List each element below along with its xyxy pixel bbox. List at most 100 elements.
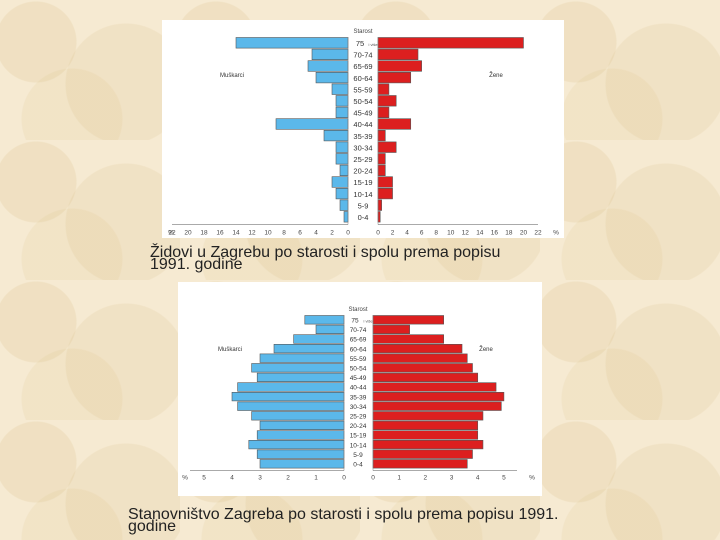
x-tick-right-12: %	[553, 230, 559, 237]
bar-male-20-24	[339, 164, 349, 177]
bar-male-45-49	[335, 106, 349, 118]
x-tick-right-7: 14	[476, 230, 484, 237]
bar-female-70-74	[372, 324, 410, 334]
bar-female-50-54	[377, 95, 397, 107]
x-tick-left-10: 4	[314, 230, 318, 237]
bar-female-15-19	[377, 176, 393, 188]
age-label-8: 35-39	[350, 394, 367, 401]
age-axis-title: Starost	[353, 29, 372, 35]
bar-male-35-39	[231, 392, 345, 402]
age-label-2: 65-69	[353, 62, 372, 71]
bar-female-40-44	[372, 382, 497, 392]
bar-male-60-64	[315, 71, 349, 84]
pyramid-chart-jews: Starost 75 i više 70-74 65-69 60-64 55-59 50-54…	[168, 29, 559, 237]
bar-female-35-39	[377, 130, 386, 142]
bar-female-70-74	[377, 48, 419, 61]
bar-female-20-24	[377, 164, 386, 177]
age-label-4: 55-59	[350, 356, 367, 363]
bar-female-60-64	[377, 71, 412, 84]
x-tick-left-3: 18	[200, 230, 208, 237]
x-tick-left-3: 3	[258, 475, 262, 482]
age-label-15: 0-4	[358, 213, 369, 222]
age-label-11: 20-24	[353, 167, 372, 176]
x-tick-left-6: 0	[342, 475, 346, 482]
bar-female-25-29	[372, 411, 484, 421]
bar-female-55-59	[377, 83, 390, 95]
caption-bottom-line2: godine	[128, 518, 177, 535]
age-label-12: 15-19	[353, 178, 372, 187]
caption-bottom-line1: Stanovništvo Zagreba po starosti i spolu…	[128, 506, 559, 523]
age-label-14: 5-9	[358, 201, 369, 210]
x-tick-left-7: 10	[264, 230, 272, 237]
bar-male-20-24	[259, 420, 345, 431]
x-tick-right-6: %	[529, 475, 535, 482]
bar-male-10-14	[248, 440, 345, 450]
age-label-15: 0-4	[353, 461, 363, 468]
x-tick-left-4: 16	[216, 230, 224, 237]
bar-male-30-34	[237, 401, 345, 411]
bar-female-75 i više	[372, 315, 444, 325]
bar-male-75 i više	[235, 37, 349, 49]
bar-male-65-69	[307, 60, 349, 72]
bar-female-60-64	[372, 343, 463, 354]
age-label-5: 50-54	[353, 97, 372, 106]
x-tick-right-11: 22	[534, 230, 542, 237]
x-tick-right-0: 0	[371, 475, 375, 482]
bar-male-50-54	[335, 95, 349, 107]
bar-male-25-29	[251, 411, 345, 421]
x-tick-left-2: 4	[230, 475, 234, 482]
bar-female-65-69	[377, 60, 422, 72]
bar-male-15-19	[256, 430, 345, 440]
x-tick-left-8: 8	[282, 230, 286, 237]
bar-female-40-44	[377, 118, 412, 130]
series-label-female: Žene	[489, 71, 503, 79]
x-tick-left-5: 14	[232, 230, 240, 237]
bar-male-45-49	[256, 372, 345, 382]
age-label-6: 45-49	[353, 109, 372, 118]
bar-female-15-19	[372, 430, 479, 440]
bar-male-75 i više	[304, 315, 345, 325]
bar-male-70-74	[311, 48, 349, 61]
bar-female-65-69	[372, 334, 444, 344]
x-tick-right-9: 18	[505, 230, 513, 237]
age-label-9: 30-34	[353, 143, 372, 152]
bar-male-10-14	[335, 188, 349, 200]
x-tick-right-3: 3	[450, 475, 454, 482]
age-axis-title: Starost	[348, 307, 367, 313]
x-tick-right-1: 1	[397, 475, 401, 482]
x-tick-left-11: 2	[330, 230, 334, 237]
bar-female-50-54	[372, 363, 473, 373]
bar-male-35-39	[323, 130, 349, 142]
bar-female-45-49	[372, 372, 479, 382]
bar-male-15-19	[331, 176, 349, 188]
bar-male-5-9	[256, 449, 345, 459]
age-label-13: 10-14	[350, 442, 367, 449]
bar-male-55-59	[331, 83, 349, 95]
age-label-4: 55-59	[353, 85, 372, 94]
bar-male-40-44	[275, 118, 349, 130]
age-label-8: 35-39	[353, 132, 372, 141]
age-label-0: 75	[351, 317, 359, 324]
age-label-10: 25-29	[350, 413, 367, 420]
x-tick-left-9: 6	[298, 230, 302, 237]
bar-female-30-34	[377, 141, 397, 153]
bar-male-5-9	[339, 199, 349, 211]
bar-male-0-4	[259, 459, 345, 469]
bar-female-75 i više	[377, 37, 524, 49]
x-tick-right-0: 0	[376, 230, 380, 237]
bar-female-5-9	[372, 449, 473, 459]
caption-top-line2: 1991. godine	[150, 256, 243, 273]
bar-female-55-59	[372, 353, 468, 363]
bar-female-0-4	[372, 459, 468, 469]
bar-male-40-44	[237, 382, 345, 392]
bar-female-45-49	[377, 106, 390, 118]
series-label-male: Muškarci	[220, 73, 244, 79]
pyramid-chart-zagreb: Starost 75 i više 70-74 65-69 60-64 55-59 50-54…	[182, 307, 535, 482]
chart-panel-zagreb: Starost 75 i više 70-74 65-69 60-64 55-59 50-54…	[178, 282, 542, 496]
x-tick-right-5: 5	[502, 475, 506, 482]
age-label-0: 75	[356, 39, 364, 48]
age-label-7: 40-44	[353, 120, 372, 129]
x-tick-right-8: 16	[491, 230, 499, 237]
bar-female-25-29	[377, 153, 386, 165]
bar-male-25-29	[335, 153, 349, 165]
